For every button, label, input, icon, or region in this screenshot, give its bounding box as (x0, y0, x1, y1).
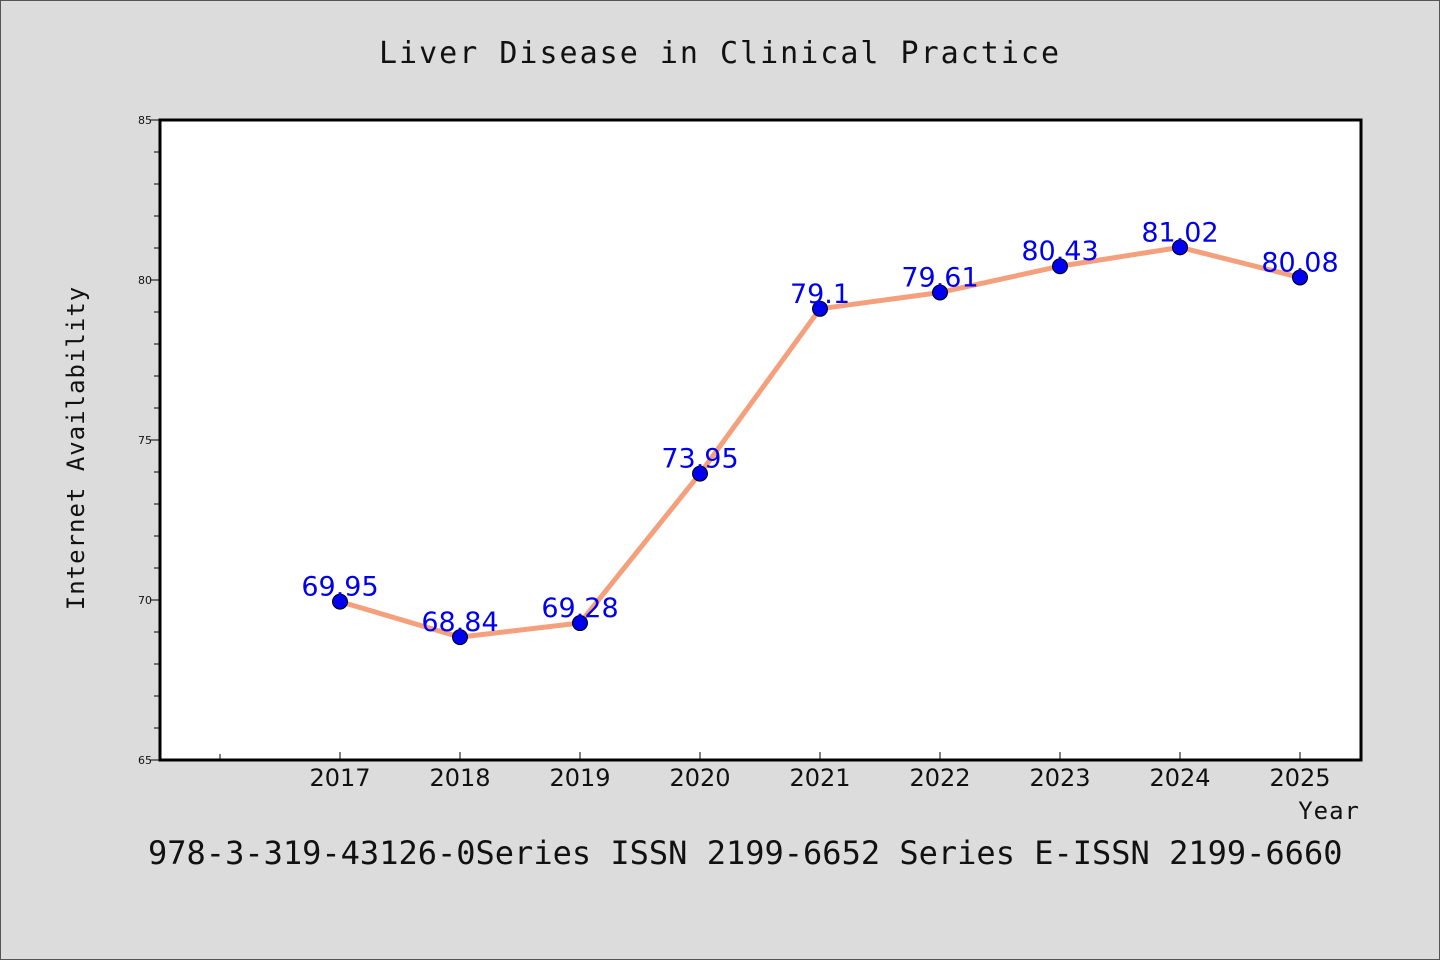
series-group: 69.95 68.84 69.28 73.95 79.1 79.61 80.43 81.02 8… (301, 217, 1339, 646)
x-tick-label: 2019 (549, 764, 610, 792)
data-label: 79.1 (790, 279, 850, 310)
data-point-marker (1172, 239, 1188, 256)
data-point-marker (572, 615, 588, 632)
data-label: 69.28 (541, 593, 618, 624)
x-tick-label: 2017 (309, 764, 370, 792)
data-label: 69.95 (301, 572, 378, 603)
data-point-marker (452, 629, 468, 646)
y-tick-label: 80 (138, 274, 152, 287)
y-tick-label: 65 (138, 754, 152, 767)
data-label: 68.84 (421, 607, 498, 638)
data-point-marker (1292, 269, 1308, 286)
x-axis-label: Year (1298, 797, 1360, 825)
x-tick-label: 2022 (909, 764, 970, 792)
x-tick-label: 2024 (1149, 764, 1210, 792)
data-point-marker (932, 284, 948, 301)
data-point-marker (812, 300, 828, 317)
data-point-marker (692, 465, 708, 482)
x-tick-label: 2018 (429, 764, 490, 792)
x-tick-label: 2020 (669, 764, 730, 792)
x-tick-label: 2021 (789, 764, 850, 792)
chart-title: Liver Disease in Clinical Practice (379, 36, 1061, 71)
plot-area (158, 118, 1363, 762)
data-point-marker (332, 593, 348, 610)
data-point-marker (1052, 258, 1068, 275)
y-tick-label: 85 (138, 114, 152, 127)
data-label: 81.02 (1141, 217, 1218, 248)
y-tick-label: 75 (138, 434, 152, 447)
y-axis: 65 70 75 80 85 (138, 114, 160, 767)
y-tick-label: 70 (138, 594, 152, 607)
data-label: 79.61 (901, 262, 978, 293)
x-tick-label: 2025 (1269, 764, 1330, 792)
footer-isbn-text: 978-3-319-43126-0Series ISSN 2199-6652 S… (148, 834, 1342, 872)
data-label: 80.43 (1021, 236, 1098, 267)
x-axis: 2017 2018 2019 2020 2021 2022 2023 2024 2025 (219, 752, 1331, 792)
data-label: 80.08 (1261, 247, 1338, 278)
x-tick-label: 2023 (1029, 764, 1090, 792)
data-label: 73.95 (661, 444, 738, 475)
y-axis-label: Internet Availability (62, 286, 90, 610)
